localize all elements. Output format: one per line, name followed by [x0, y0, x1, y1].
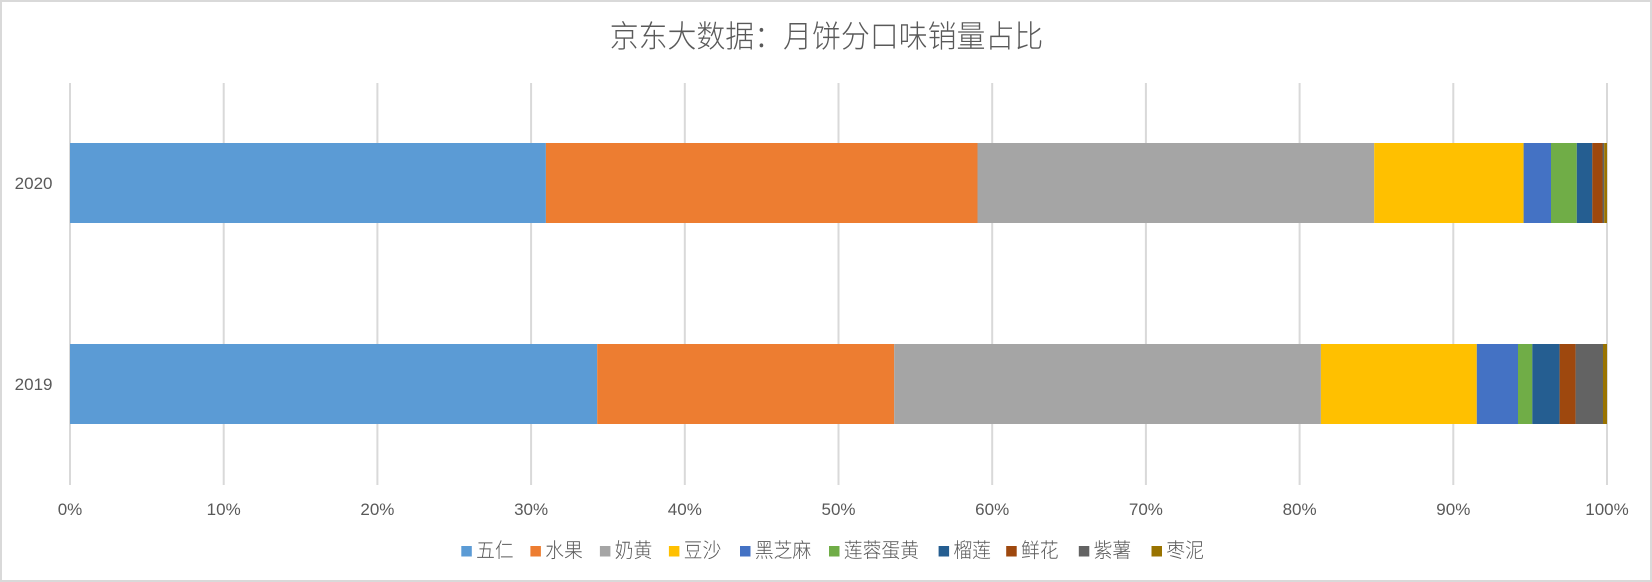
svg-text:90%: 90% — [1436, 500, 1470, 519]
svg-text:2020: 2020 — [15, 174, 53, 193]
svg-text:100%: 100% — [1585, 500, 1628, 519]
svg-text:50%: 50% — [821, 500, 855, 519]
svg-text:80%: 80% — [1283, 500, 1317, 519]
svg-text:60%: 60% — [975, 500, 1009, 519]
svg-text:30%: 30% — [514, 500, 548, 519]
svg-text:70%: 70% — [1129, 500, 1163, 519]
svg-text:40%: 40% — [668, 500, 702, 519]
svg-text:20%: 20% — [360, 500, 394, 519]
svg-text:2019: 2019 — [15, 375, 53, 394]
svg-text:10%: 10% — [207, 500, 241, 519]
svg-text:0%: 0% — [58, 500, 83, 519]
